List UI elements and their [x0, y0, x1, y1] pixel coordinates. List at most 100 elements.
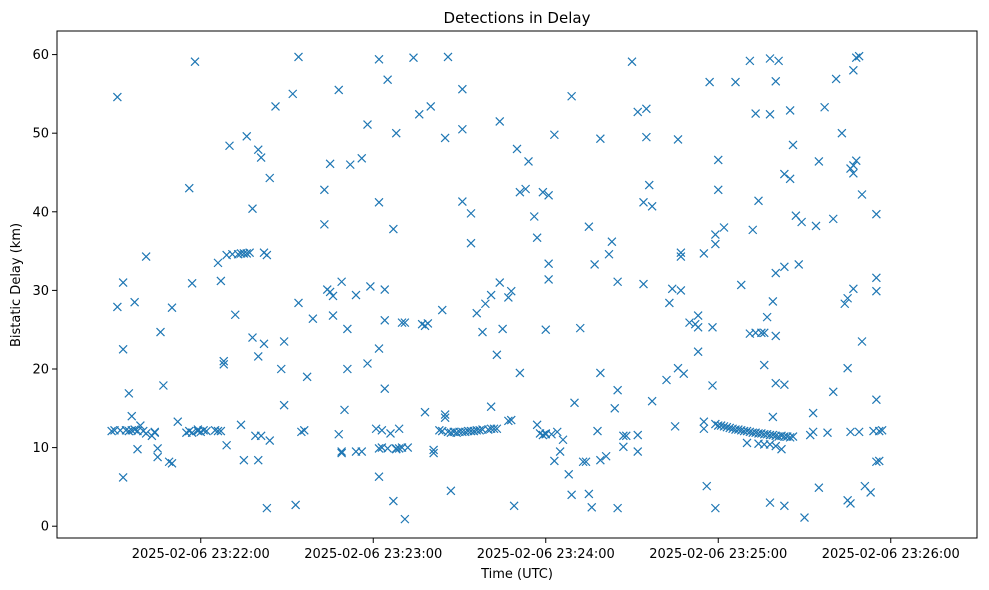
detection-point [575, 323, 585, 333]
detection-point [871, 209, 881, 219]
detection-point [294, 52, 303, 62]
detection-point [130, 297, 140, 307]
detection-point [409, 53, 418, 63]
detection-point [245, 248, 255, 258]
detection-point [547, 429, 556, 439]
detection-point [380, 315, 390, 325]
detection-point [549, 130, 559, 140]
detection-point [843, 363, 853, 373]
detection-point [374, 472, 384, 482]
detection-point [699, 249, 709, 258]
detection-point [466, 238, 476, 248]
x-tick-label: 2025-02-06 23:26:00 [822, 547, 960, 562]
detection-point [618, 431, 628, 441]
detection-point [187, 428, 197, 438]
detection-point [673, 135, 683, 144]
detection-point [328, 311, 338, 320]
detection-point [544, 259, 554, 269]
detection-point [276, 364, 286, 374]
detection-point [777, 444, 786, 454]
detection-point [848, 65, 858, 75]
y-tick-label: 50 [32, 127, 49, 142]
detection-point [584, 222, 594, 232]
detection-point [164, 457, 174, 467]
detection-point [279, 400, 289, 410]
detection-point [337, 447, 347, 456]
detection-point [118, 344, 128, 354]
detection-point [808, 408, 818, 418]
detection-point [133, 444, 142, 454]
detection-point [710, 419, 720, 429]
detection-point [857, 337, 867, 346]
y-tick-label: 0 [41, 520, 49, 535]
detection-point [503, 293, 513, 302]
detection-point [363, 120, 372, 129]
detection-point [811, 221, 821, 231]
detection-point [414, 109, 424, 119]
detection-point [374, 344, 384, 353]
detection-point [633, 430, 643, 440]
detection-point [647, 396, 657, 406]
detection-point [785, 432, 795, 442]
detection-point [607, 237, 617, 247]
detection-point [558, 435, 568, 445]
detection-point [386, 429, 395, 438]
detection-point [874, 456, 884, 466]
detection-point [765, 109, 775, 119]
x-tick-label: 2025-02-06 23:24:00 [477, 547, 615, 562]
detection-point [662, 375, 671, 385]
detection-point [118, 278, 128, 287]
detection-point [357, 447, 367, 456]
detection-point [492, 424, 502, 434]
detection-point [759, 328, 769, 338]
detection-point [239, 455, 249, 465]
detection-point [443, 52, 453, 62]
detection-point [124, 388, 134, 398]
detection-point [828, 214, 838, 224]
detection-point [190, 57, 200, 67]
detection-point [840, 299, 850, 309]
detection-point [699, 417, 709, 427]
detection-point [705, 77, 715, 87]
detection-point [788, 432, 798, 442]
detection-point [685, 318, 694, 328]
detection-point [794, 260, 804, 269]
detection-point [851, 53, 861, 63]
detection-point [771, 268, 781, 278]
y-tick-label: 10 [32, 441, 49, 456]
detection-point [848, 160, 858, 170]
x-tick-label: 2025-02-06 23:23:00 [304, 547, 442, 562]
detection-point [296, 427, 306, 437]
detection-point [515, 187, 525, 197]
detection-point [647, 201, 657, 211]
detection-point [754, 196, 763, 206]
detection-point [225, 141, 234, 151]
detection-point [676, 285, 686, 295]
detection-point [440, 413, 450, 423]
detection-point [394, 424, 404, 434]
detection-point [814, 157, 824, 166]
detection-point [843, 293, 853, 303]
detection-point [716, 421, 726, 431]
detection-point [213, 426, 223, 436]
detection-point [590, 260, 600, 269]
detection-point [506, 286, 516, 296]
detection-point [641, 132, 651, 142]
detection-point [457, 197, 467, 206]
detection-point [633, 447, 643, 456]
detection-point [719, 421, 729, 431]
detection-point [702, 481, 712, 491]
detection-point [808, 427, 818, 437]
detection-point [495, 116, 505, 126]
y-tick-label: 40 [32, 205, 49, 220]
detection-point [466, 208, 476, 218]
detection-point [768, 430, 778, 440]
detection-point [751, 109, 761, 118]
detection-point [719, 223, 729, 232]
detection-point [851, 156, 861, 166]
detection-point [848, 284, 858, 294]
detection-point [294, 298, 303, 308]
detection-point [377, 425, 387, 435]
detection-point [219, 356, 229, 366]
